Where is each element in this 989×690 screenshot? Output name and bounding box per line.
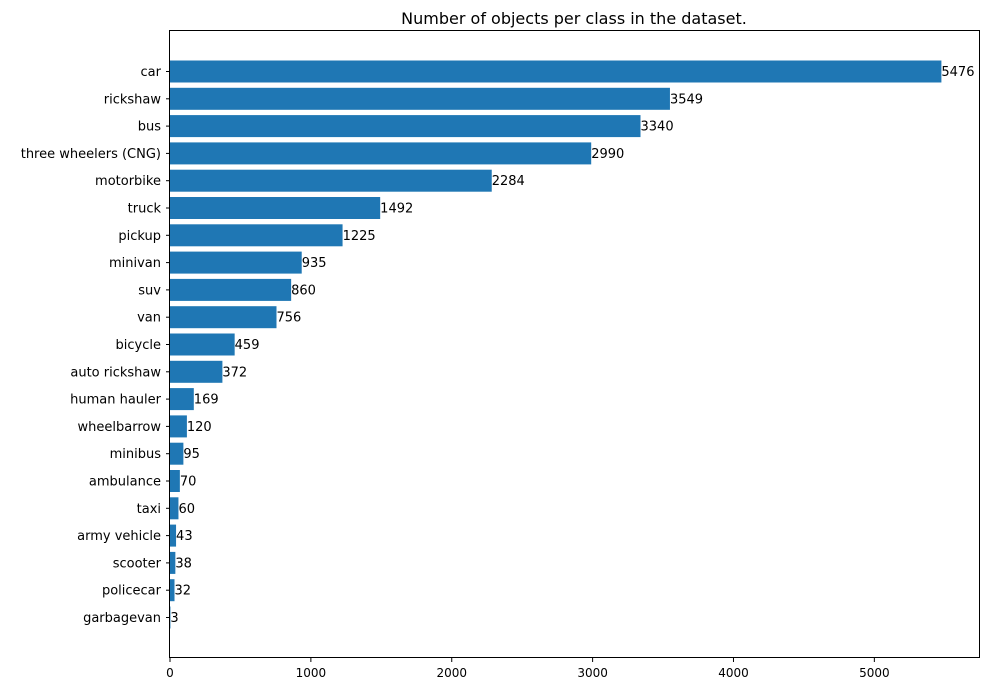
data-label: 120: [187, 420, 212, 435]
category-label: suv: [138, 283, 161, 298]
category-label: bicycle: [116, 338, 161, 353]
data-label: 860: [291, 283, 316, 298]
x-tick-label: 4000: [718, 666, 749, 680]
category-label: pickup: [118, 229, 161, 244]
category-label: van: [137, 311, 161, 326]
bar-three-wheelers-cng-: [170, 142, 592, 165]
category-label: scooter: [113, 556, 162, 571]
data-label: 43: [176, 529, 193, 544]
data-label: 372: [222, 365, 247, 380]
data-label: 459: [235, 338, 260, 353]
category-label: ambulance: [89, 475, 161, 490]
data-label: 3: [170, 611, 178, 626]
data-label: 60: [178, 502, 195, 517]
data-label: 95: [183, 447, 200, 462]
data-labels: 5476 3549 3340 2990 2284 1492 1225 935 860 756 459…: [170, 65, 974, 626]
category-label: motorbike: [95, 174, 161, 189]
category-label: car: [141, 65, 162, 80]
bar-ambulance: [170, 470, 180, 492]
bar-minibus: [170, 442, 184, 465]
category-label: policecar: [102, 584, 162, 599]
category-label: bus: [138, 120, 161, 135]
category-label: minibus: [110, 447, 162, 462]
bar-army-vehicle: [170, 524, 177, 547]
data-label: 2284: [492, 174, 525, 189]
data-label: 2990: [591, 147, 624, 162]
data-label: 169: [194, 393, 219, 408]
bar-pickup: [170, 224, 343, 247]
data-label: 32: [175, 584, 192, 599]
x-tick-label: 0: [166, 666, 174, 680]
bar-van: [170, 306, 277, 329]
category-label: army vehicle: [77, 529, 161, 544]
category-label: rickshaw: [104, 92, 162, 107]
bar-taxi: [170, 497, 179, 520]
bar-bus: [170, 115, 641, 138]
data-label: 1492: [380, 202, 413, 217]
bar-suv: [170, 278, 292, 301]
x-tick-label: 5000: [859, 666, 890, 680]
category-labels: car rickshaw bus three wheelers (CNG) motorb…: [21, 65, 170, 626]
category-label: human hauler: [70, 393, 162, 408]
chart-title: Number of objects per class in the datas…: [401, 9, 747, 28]
data-label: 1225: [343, 229, 376, 244]
x-tick-label: 3000: [577, 666, 608, 680]
data-label: 5476: [941, 65, 974, 80]
data-label: 3549: [670, 92, 703, 107]
data-label: 38: [175, 556, 192, 571]
plot-frame: [169, 30, 980, 658]
x-axis-ticks: 0 1000 2000 3000 4000 5000: [166, 658, 890, 680]
bar-truck: [170, 197, 381, 219]
bar-minivan: [170, 251, 302, 274]
category-label: three wheelers (CNG): [21, 147, 161, 162]
category-label: garbagevan: [83, 611, 161, 626]
category-label: truck: [128, 202, 162, 217]
bar-human-hauler: [170, 388, 194, 411]
category-label: wheelbarrow: [78, 420, 162, 435]
category-label: auto rickshaw: [70, 365, 161, 380]
data-label: 70: [180, 475, 197, 490]
data-label: 935: [302, 256, 327, 271]
bar-motorbike: [170, 169, 492, 192]
bar-wheelbarrow: [170, 415, 187, 438]
bar-policecar: [170, 579, 175, 602]
bar-car: [170, 60, 942, 83]
data-label: 3340: [641, 120, 674, 135]
bar-bicycle: [170, 333, 235, 356]
bars-group: [170, 60, 942, 629]
bar-rickshaw: [170, 87, 670, 110]
bar-auto-rickshaw: [170, 360, 223, 383]
category-label: minivan: [109, 256, 161, 271]
category-label: taxi: [137, 502, 161, 517]
x-tick-label: 1000: [296, 666, 327, 680]
bar-scooter: [170, 551, 176, 574]
data-label: 756: [276, 311, 301, 326]
x-tick-label: 2000: [436, 666, 467, 680]
